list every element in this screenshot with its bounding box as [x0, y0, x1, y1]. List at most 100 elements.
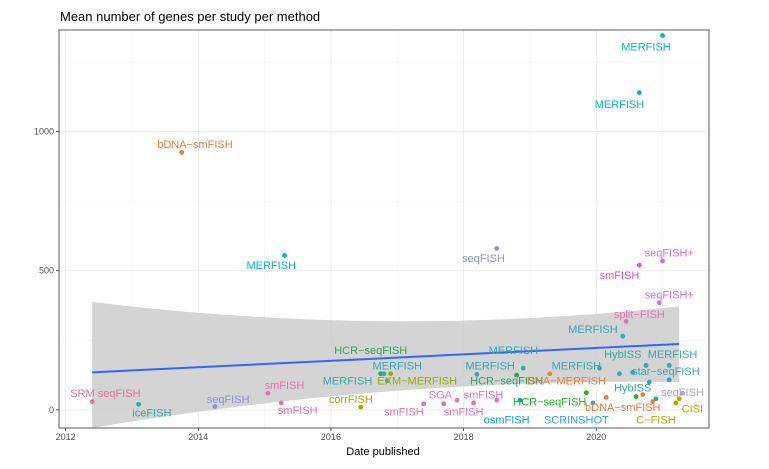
point-label: MERFISH: [465, 360, 515, 372]
point-label: seqFISH: [207, 394, 250, 406]
point-label: corrFISH: [329, 394, 373, 406]
data-point: [179, 150, 185, 155]
point-label: seqFISH+: [645, 248, 694, 260]
data-point: [633, 394, 639, 399]
chart-title: Mean number of genes per study per metho…: [60, 9, 320, 24]
x-tick-label: 2020: [586, 432, 606, 442]
data-point: [623, 319, 629, 324]
point-label: MERFISH: [373, 360, 423, 372]
point-label: bDNA−smFISH: [157, 139, 233, 151]
data-point: [643, 362, 649, 368]
data-point: [656, 300, 662, 306]
point-label: SGA: [429, 390, 453, 402]
y-tick-label: 500: [39, 266, 54, 276]
point-label: DNA−MERFISH: [527, 376, 606, 388]
data-point: [646, 379, 652, 385]
point-label: MERFISH: [323, 376, 373, 388]
point-label: MERFISH: [621, 42, 671, 54]
data-point: [384, 378, 390, 384]
point-label: MERFISH: [595, 99, 645, 111]
data-point: [583, 390, 589, 396]
data-points: [89, 33, 685, 410]
point-label: osmFISH: [484, 415, 530, 427]
point-label: HybISS: [614, 383, 651, 395]
regression-line: [92, 342, 680, 374]
y-tick-label: 0: [49, 405, 54, 415]
point-label: seqFISH: [462, 253, 505, 265]
x-tick-label: 2012: [56, 432, 76, 442]
data-point: [666, 362, 672, 368]
data-point: [278, 400, 284, 406]
point-label: MERFISH: [568, 324, 618, 336]
point-label: bDNA−smFISH: [585, 402, 661, 414]
data-point: [454, 397, 460, 403]
data-point: [547, 371, 553, 377]
data-point: [660, 258, 665, 264]
data-point: [653, 396, 659, 402]
data-point: [650, 399, 656, 404]
point-label: MERFISH: [489, 345, 539, 357]
data-point: [636, 90, 642, 96]
band-area: [92, 301, 680, 428]
data-point: [676, 396, 682, 402]
point-label: HybISS: [604, 349, 641, 361]
point-label: smFISH: [464, 390, 504, 402]
data-point: [494, 246, 500, 251]
data-point: [388, 371, 394, 377]
data-point: [358, 404, 364, 410]
data-point: [471, 400, 476, 406]
point-label: smFISH: [444, 406, 484, 418]
data-point: [640, 392, 646, 398]
x-axis-title: Date published: [346, 446, 419, 458]
data-point: [136, 401, 141, 407]
point-label: HCR−seqFISH: [470, 376, 543, 388]
plot-border: [58, 29, 710, 429]
data-point: [680, 390, 685, 396]
data-point: [517, 397, 523, 403]
point-label: SRM seqFISH: [70, 388, 140, 400]
data-point: [666, 377, 672, 383]
data-point: [441, 401, 447, 407]
x-tick-label: 2016: [321, 432, 341, 442]
data-point: [282, 253, 287, 258]
trend-line: [92, 342, 680, 374]
point-labels: MERFISHMERFISHbDNA−smFISHseqFISHMERFISHs…: [70, 42, 704, 427]
data-point: [212, 404, 218, 409]
data-point: [673, 400, 679, 406]
data-point: [514, 372, 520, 378]
point-label: HCR−seqFISH: [334, 345, 407, 357]
data-point: [590, 400, 596, 406]
data-point: [636, 262, 642, 268]
point-label: smFISH: [265, 380, 305, 392]
point-label: smFISH: [278, 405, 318, 417]
data-point: [617, 371, 622, 377]
data-point: [421, 401, 427, 407]
point-label: SCRINSHOT: [544, 415, 609, 427]
data-point: [520, 365, 526, 371]
point-label: iceFISH: [132, 408, 171, 420]
point-label: MERFISH: [648, 349, 698, 361]
data-point: [603, 394, 609, 400]
point-label: EXM−MERFISH: [377, 376, 457, 388]
y-tick-label: 1000: [34, 127, 54, 137]
point-label: split−FISH: [614, 309, 665, 321]
x-tick-label: 2018: [454, 432, 474, 442]
point-label: MERFISH: [246, 260, 296, 272]
point-label: seqFISH+: [645, 289, 694, 301]
confidence-band: [92, 301, 680, 428]
y-axis-ticks: 0 500 1000: [34, 127, 59, 415]
point-label: smFISH: [600, 270, 640, 282]
point-label: CISI: [682, 404, 703, 416]
x-axis-ticks: 2012 2014 2016 2018 2020: [56, 428, 606, 442]
data-point: [378, 371, 384, 377]
data-point: [381, 371, 387, 377]
data-point: [597, 365, 602, 371]
point-label: smFISH: [384, 406, 424, 418]
data-point: [620, 333, 626, 339]
point-label: C−FISH: [636, 415, 675, 427]
data-point: [474, 371, 480, 377]
data-point: [89, 399, 95, 404]
point-label: star−seqFISH: [632, 366, 700, 378]
data-point: [660, 33, 665, 38]
